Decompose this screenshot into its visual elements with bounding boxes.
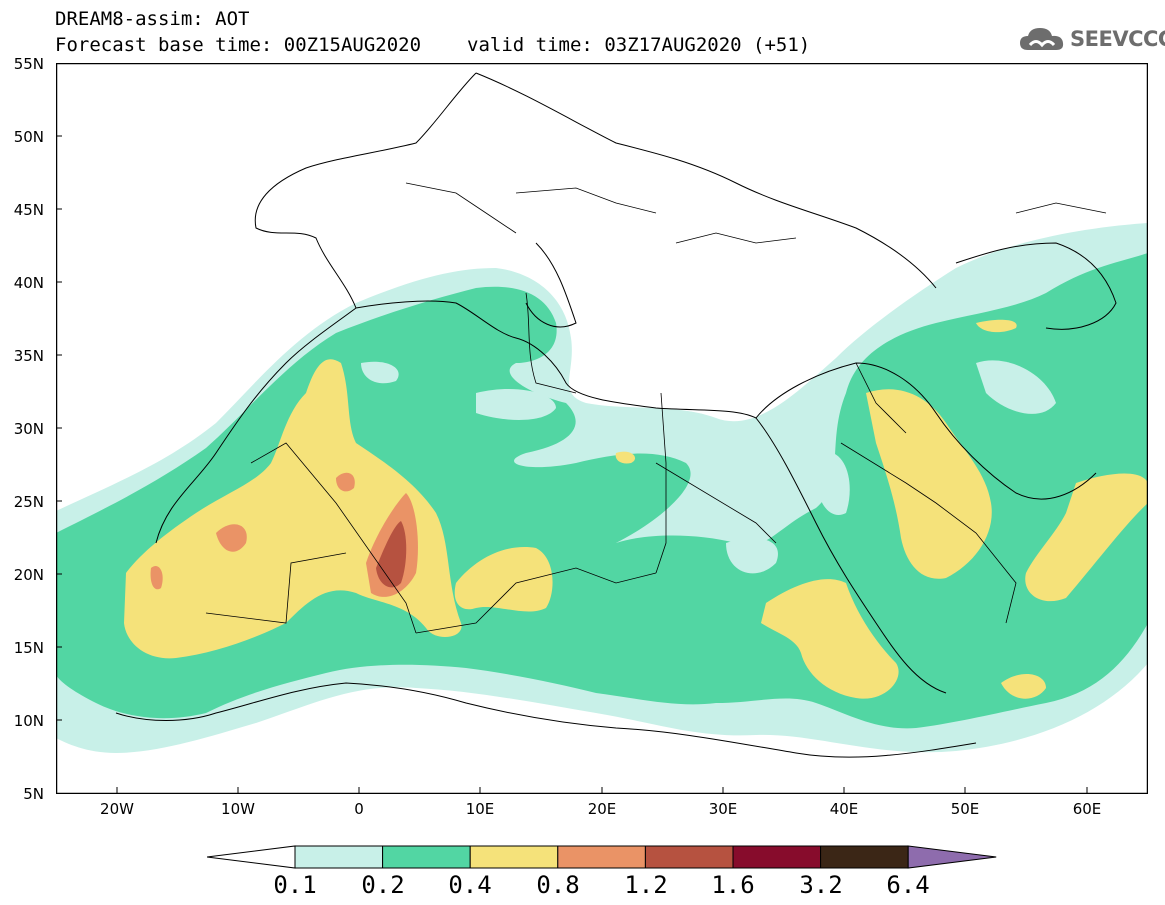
lon-label: 10W — [221, 800, 255, 818]
lat-label: 55N — [13, 55, 44, 73]
colorbar-segment — [644, 845, 734, 869]
lon-label: 0 — [354, 800, 364, 818]
valid-time: valid time: 03Z17AUG2020 (+51) — [467, 34, 811, 56]
lon-label: 40E — [829, 800, 859, 818]
lat-label: 30N — [13, 420, 44, 438]
lat-label: 5N — [23, 785, 44, 803]
aot-holes — [361, 360, 1056, 574]
colorbar-label: 0.4 — [448, 871, 492, 899]
base-time: Forecast base time: 00Z15AUG2020 — [55, 34, 422, 56]
lat-label: 35N — [13, 347, 44, 365]
colorbar-segment — [469, 845, 559, 869]
colorbar-segment — [382, 845, 471, 869]
lon-label: 20E — [587, 800, 617, 818]
colorbar-segment-below — [207, 845, 296, 869]
coastlines — [115, 72, 1117, 758]
seevccc-logo: SEEVCCC — [1018, 22, 1165, 56]
lat-label: 40N — [13, 274, 44, 292]
colorbar-label: 0.8 — [536, 871, 580, 899]
lat-label: 20N — [13, 566, 44, 584]
colorbar — [207, 845, 997, 869]
colorbar-label: 6.4 — [886, 871, 930, 899]
colorbar-segment — [294, 845, 384, 869]
map-frame — [56, 63, 1148, 794]
colorbar-label: 0.1 — [273, 871, 317, 899]
time-info: Forecast base time: 00Z15AUG2020 valid ti… — [55, 34, 810, 56]
lon-label: 60E — [1072, 800, 1102, 818]
colorbar-label: 1.2 — [624, 871, 668, 899]
colorbar-segment — [557, 845, 646, 869]
lon-label: 20W — [100, 800, 134, 818]
colorbar-segment-above — [907, 845, 997, 869]
lat-label: 15N — [13, 639, 44, 657]
colorbar-segment — [732, 845, 822, 869]
lat-label: 45N — [13, 201, 44, 219]
lon-label: 30E — [708, 800, 738, 818]
lat-label: 50N — [13, 128, 44, 146]
colorbar-label: 3.2 — [799, 871, 843, 899]
borders — [205, 182, 1107, 634]
lon-label: 10E — [465, 800, 495, 818]
colorbar-label: 0.2 — [361, 871, 405, 899]
aot-map — [56, 63, 1148, 794]
logo-text: SEEVCCC — [1070, 27, 1165, 51]
map-title: DREAM8-assim: AOT — [55, 8, 250, 30]
lat-label: 25N — [13, 493, 44, 511]
lat-label: 10N — [13, 712, 44, 730]
colorbar-segment — [820, 845, 909, 869]
colorbar-label: 1.6 — [711, 871, 755, 899]
cloud-icon — [1020, 28, 1064, 50]
lon-label: 50E — [950, 800, 980, 818]
